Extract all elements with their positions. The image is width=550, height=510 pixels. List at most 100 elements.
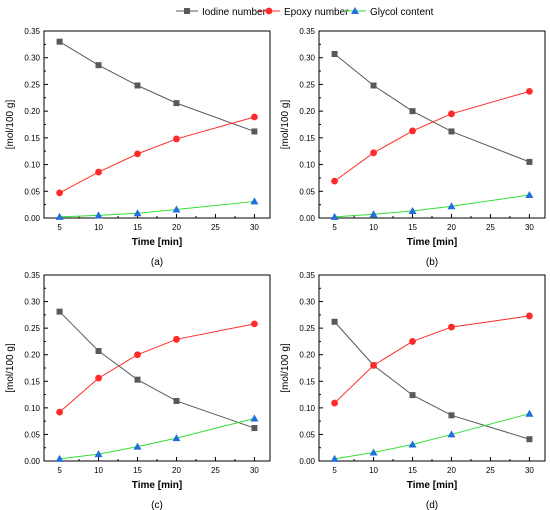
data-point	[55, 454, 64, 462]
series-epoxy-number	[56, 320, 258, 416]
y-tick-label: 0.35	[299, 271, 315, 280]
y-tick-label: 0.35	[24, 271, 40, 280]
y-tick-label: 0.25	[299, 324, 315, 333]
series-line	[59, 418, 255, 460]
y-tick-label: 0.00	[299, 214, 315, 223]
data-point	[251, 320, 258, 328]
chart-panels: 0.00 0.05 0.10 0.15 0.20 0.25 0.30 0.35 5 10 15 20 2…	[5, 27, 546, 510]
chart-panel-d: 0.00 0.05 0.10 0.15 0.20 0.25 0.30 0.35 5 10 15 20 2…	[280, 271, 546, 510]
x-tick-label: 5	[57, 223, 62, 232]
y-tick-label: 0.35	[24, 27, 40, 36]
y-tick-label: 0.20	[24, 107, 40, 116]
series-line	[334, 90, 530, 182]
data-point	[56, 38, 63, 45]
legend-marker	[351, 7, 359, 14]
data-point	[408, 207, 417, 215]
y-tick-label: 0.15	[24, 377, 40, 386]
series-glycol-content	[55, 414, 259, 462]
data-point	[409, 392, 416, 399]
data-point	[173, 397, 180, 404]
x-tick-label: 30	[250, 223, 259, 232]
data-point	[331, 318, 338, 325]
y-axis-label: [mol/100 g]	[5, 343, 16, 393]
data-point	[409, 338, 416, 345]
series-glycol-content	[330, 191, 534, 220]
y-tick-label: 0.30	[24, 54, 40, 63]
x-tick-label: 25	[486, 466, 495, 475]
series-line	[334, 53, 530, 163]
data-point	[331, 50, 338, 57]
y-tick-label: 0.15	[299, 377, 315, 386]
y-tick-label: 0.25	[24, 80, 40, 89]
figure-legend: Iodine number Epoxy number Glycol content	[176, 7, 434, 18]
y-axis-label: [mol/100 g]	[5, 100, 16, 150]
panel-label: (c)	[151, 500, 163, 510]
data-point	[526, 312, 533, 320]
data-point	[173, 135, 180, 143]
data-point	[56, 408, 63, 416]
data-point	[370, 82, 377, 89]
data-point	[251, 128, 258, 135]
data-point	[134, 351, 141, 359]
y-tick-label: 0.05	[299, 187, 315, 196]
data-point	[448, 128, 455, 135]
x-tick-label: 30	[525, 466, 534, 475]
y-tick-label: 0.15	[24, 134, 40, 143]
panel-label: (d)	[426, 500, 438, 510]
x-tick-label: 20	[447, 223, 456, 232]
x-tick-label: 15	[133, 466, 142, 475]
y-tick-label: 0.05	[299, 430, 315, 439]
data-point	[370, 149, 377, 157]
data-point	[95, 168, 102, 176]
data-point	[369, 210, 378, 218]
series-glycol-content	[330, 409, 534, 462]
y-tick-label: 0.30	[24, 298, 40, 307]
data-point	[56, 189, 63, 197]
legend-label: Iodine number	[202, 7, 267, 18]
legend-item-iodine-number: Iodine number	[176, 7, 267, 18]
data-point	[369, 448, 378, 456]
chart-panel-a: 0.00 0.05 0.10 0.15 0.20 0.25 0.30 0.35 5 10 15 20 2…	[5, 27, 271, 268]
x-tick-label: 15	[408, 466, 417, 475]
y-tick-label: 0.10	[24, 404, 40, 413]
data-point	[95, 62, 102, 69]
data-point	[134, 150, 141, 158]
y-tick-label: 0.10	[299, 404, 315, 413]
series-epoxy-number	[56, 113, 258, 197]
x-tick-label: 30	[250, 466, 259, 475]
x-tick-label: 10	[94, 223, 103, 232]
series-line	[59, 41, 255, 132]
data-point	[447, 430, 456, 438]
y-tick-label: 0.00	[299, 457, 315, 466]
y-tick-label: 0.35	[299, 27, 315, 36]
data-point	[172, 434, 181, 442]
x-tick-label: 15	[408, 223, 417, 232]
y-tick-label: 0.00	[24, 214, 40, 223]
y-tick-label: 0.20	[24, 351, 40, 360]
y-tick-label: 0.25	[299, 80, 315, 89]
data-point	[409, 108, 416, 115]
y-tick-label: 0.15	[299, 134, 315, 143]
data-point	[331, 399, 338, 407]
data-point	[408, 440, 417, 448]
series-line	[59, 116, 255, 194]
chart-panel-b: 0.00 0.05 0.10 0.15 0.20 0.25 0.30 0.35 5 10 15 20 2…	[280, 27, 546, 268]
panel-label: (a)	[151, 257, 163, 268]
data-point	[133, 209, 142, 217]
data-point	[94, 450, 103, 458]
plot-frame	[318, 30, 546, 219]
series-line	[334, 315, 530, 404]
series-line	[59, 323, 255, 413]
series-line	[59, 311, 255, 429]
y-tick-label: 0.05	[24, 430, 40, 439]
data-point	[250, 414, 259, 422]
data-point	[172, 205, 181, 213]
legend-marker	[184, 8, 190, 14]
x-tick-label: 10	[369, 466, 378, 475]
series-epoxy-number	[331, 87, 533, 185]
x-axis-label: Time [min]	[132, 480, 182, 491]
data-point	[526, 87, 533, 95]
y-tick-label: 0.20	[299, 351, 315, 360]
data-point	[251, 425, 258, 432]
